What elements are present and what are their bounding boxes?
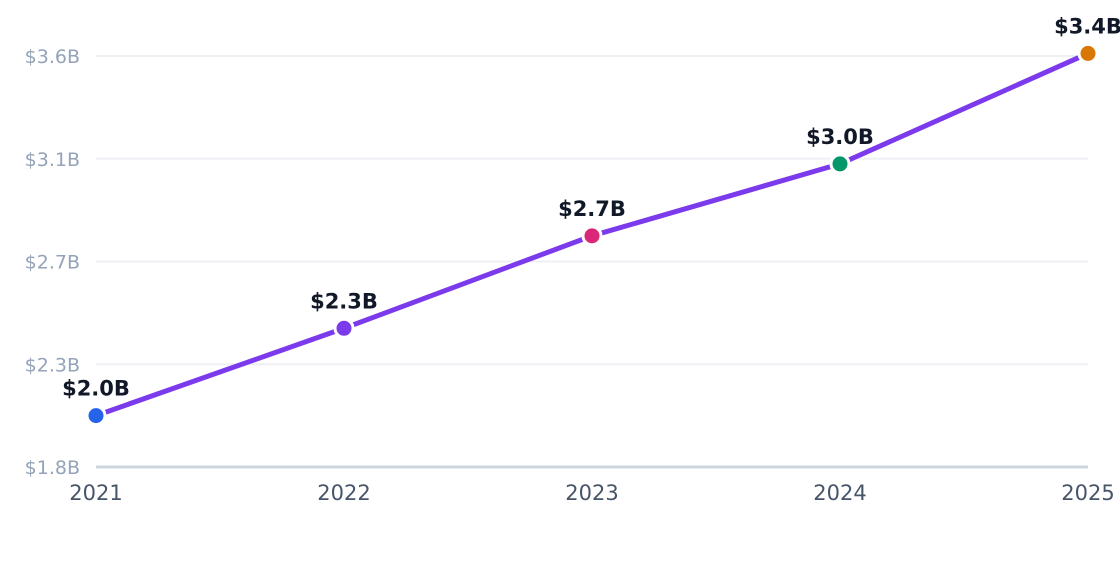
data-point (85, 405, 107, 427)
x-tick-label: 2025 (1061, 481, 1114, 505)
x-tick-label: 2021 (69, 481, 122, 505)
data-label: $2.3B (310, 289, 378, 313)
data-label: $2.7B (558, 197, 626, 221)
y-tick-label: $1.8B (25, 457, 80, 479)
y-tick-label: $2.3B (25, 354, 80, 376)
x-tick-label: 2024 (813, 481, 866, 505)
x-tick-label: 2022 (317, 481, 370, 505)
data-labels: $2.0B $2.3B $2.7B $3.0B $3.4B (62, 14, 1120, 400)
data-points (85, 42, 1099, 427)
y-tick-label: $3.6B (25, 46, 80, 68)
gridlines (96, 55, 1088, 366)
data-point (1077, 42, 1099, 64)
x-tick-label: 2023 (565, 481, 618, 505)
y-tick-label: $2.7B (25, 252, 80, 274)
x-axis-tick-labels: 2021 2022 2023 2024 2025 (69, 481, 1114, 505)
data-label: $2.0B (62, 377, 130, 401)
data-label: $3.4B (1054, 14, 1120, 38)
data-point (581, 225, 603, 247)
y-axis-tick-labels: $1.8B $2.3B $2.7B $3.1B $3.6B (25, 46, 80, 479)
data-point (333, 317, 355, 339)
data-point (829, 153, 851, 175)
data-label: $3.0B (806, 125, 874, 149)
y-tick-label: $3.1B (25, 149, 80, 171)
